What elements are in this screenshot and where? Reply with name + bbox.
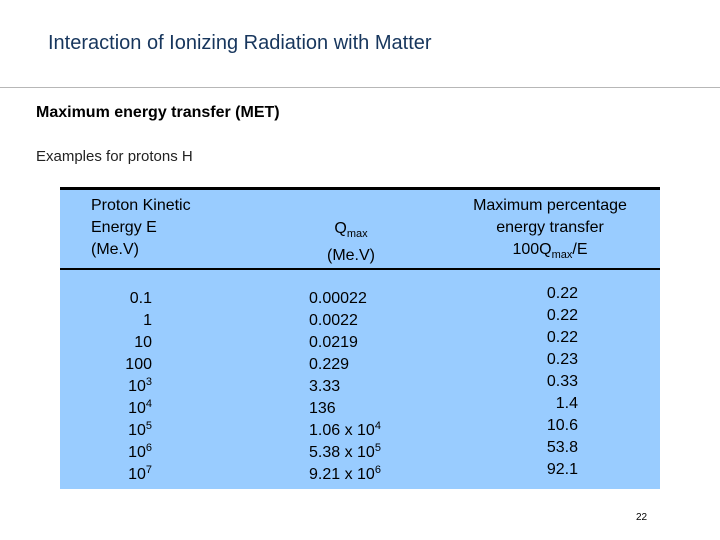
header-col3-line3: 100Qmax/E (455, 239, 645, 266)
header-qmax-symbol-line: Qmax (296, 218, 406, 245)
energy-cell: 10 (96, 327, 152, 351)
percentage-cell-value: 0.23 (546, 351, 578, 368)
qmax-cell: 5.38 x 105 (309, 437, 381, 461)
energy-cell-value: 1 (143, 312, 152, 329)
qmax-cell-value: 0.0219 (309, 334, 358, 351)
percentage-cell-value: 53.8 (546, 439, 578, 456)
energy-cell: 100 (96, 349, 152, 373)
column-energy: 0.1 1 10 100 103 104 105 106 107 (96, 283, 152, 483)
energy-cell-exponent: 4 (145, 398, 152, 410)
qmax-cell-value: 0.0022 (309, 312, 358, 329)
percentage-cell: 10.6 (528, 415, 578, 437)
qmax-cell-value: 136 (309, 400, 336, 417)
percentage-cell-value: 1.4 (555, 395, 578, 412)
percentage-cell: 53.8 (528, 437, 578, 459)
section-heading: Maximum energy transfer (MET) (36, 104, 280, 121)
qmax-cell-exponent: 5 (374, 442, 381, 454)
qmax-cell: 1.06 x 104 (309, 415, 381, 439)
header-qmax-subscript: max (346, 228, 368, 240)
energy-cell-value: 10 (128, 444, 146, 461)
qmax-cell-value: 5.38 x 10 (309, 444, 375, 461)
energy-cell-value: 0.1 (129, 290, 152, 307)
percentage-cell: 0.22 (528, 327, 578, 349)
header-col3-line2: energy transfer (496, 219, 604, 236)
header-col1-line: Proton Kinetic (91, 197, 191, 214)
percentage-cell: 1.4 (528, 393, 578, 415)
header-qmax-unit: (Me.V) (327, 247, 375, 264)
energy-cell: 0.1 (96, 283, 152, 307)
energy-cell-exponent: 5 (145, 420, 152, 432)
energy-cell: 106 (96, 437, 152, 461)
table-top-rule (60, 187, 660, 190)
energy-cell: 104 (96, 393, 152, 417)
qmax-cell: 9.21 x 106 (309, 459, 381, 483)
qmax-cell-value: 0.229 (309, 356, 350, 373)
percentage-cell: 0.33 (528, 371, 578, 393)
header-col3-line1: Maximum percentage (473, 197, 627, 214)
qmax-cell-value: 9.21 x 10 (309, 466, 375, 483)
header-percentage: Maximum percentage energy transfer 100Qm… (455, 195, 645, 266)
header-proton-energy: Proton Kinetic Energy E (Me.V) (91, 195, 191, 261)
header-qmax: Qmax (Me.V) (296, 218, 406, 267)
energy-cell-exponent: 3 (145, 376, 152, 388)
qmax-cell: 0.0219 (309, 327, 381, 351)
header-col3-prefix: 100Q (512, 241, 552, 258)
energy-cell-value: 10 (128, 422, 146, 439)
qmax-cell: 136 (309, 393, 381, 417)
percentage-cell-value: 0.33 (546, 373, 578, 390)
page-number: 22 (636, 512, 648, 523)
header-qmax-symbol: Q (334, 220, 347, 237)
column-percentage: 0.22 0.22 0.22 0.23 0.33 1.4 10.6 53.8 92.1 (528, 283, 578, 481)
energy-cell-value: 10 (134, 334, 152, 351)
energy-cell: 107 (96, 459, 152, 483)
percentage-cell: 0.23 (528, 349, 578, 371)
energy-cell-value: 10 (128, 466, 146, 483)
qmax-cell: 0.0022 (309, 305, 381, 329)
qmax-cell-exponent: 4 (374, 420, 381, 432)
percentage-cell-value: 0.22 (546, 307, 578, 324)
percentage-cell: 0.22 (528, 305, 578, 327)
qmax-cell: 3.33 (309, 371, 381, 395)
title-divider (0, 87, 720, 88)
qmax-cell-value: 3.33 (309, 378, 341, 395)
qmax-cell: 0.229 (309, 349, 381, 373)
energy-cell-exponent: 7 (145, 464, 152, 476)
header-col1-line: (Me.V) (91, 241, 139, 258)
energy-cell-value: 10 (128, 400, 146, 417)
percentage-cell-value: 0.22 (546, 329, 578, 346)
energy-cell: 1 (96, 305, 152, 329)
percentage-cell-value: 92.1 (546, 461, 578, 478)
energy-cell-value: 10 (128, 378, 146, 395)
percentage-cell-value: 0.22 (546, 285, 578, 302)
header-col1-line: Energy E (91, 219, 157, 236)
table-header-rule (60, 268, 660, 270)
slide-title: Interaction of Ionizing Radiation with M… (48, 32, 432, 54)
qmax-cell-value: 1.06 x 10 (309, 422, 375, 439)
header-col3-subscript: max (551, 249, 573, 261)
qmax-cell-exponent: 6 (374, 464, 381, 476)
data-table-background (60, 187, 660, 489)
qmax-cell: 0.00022 (309, 283, 381, 307)
subtitle: Examples for protons H (36, 148, 193, 165)
energy-cell: 105 (96, 415, 152, 439)
energy-cell-exponent: 6 (145, 442, 152, 454)
energy-cell: 103 (96, 371, 152, 395)
percentage-cell: 92.1 (528, 459, 578, 481)
column-qmax: 0.00022 0.0022 0.0219 0.229 3.33 136 1.06 x 10… (309, 283, 381, 483)
qmax-cell-value: 0.00022 (309, 290, 367, 307)
energy-cell-value: 100 (125, 356, 152, 373)
percentage-cell: 0.22 (528, 283, 578, 305)
percentage-cell-value: 10.6 (546, 417, 578, 434)
header-col3-suffix: /E (572, 241, 588, 258)
